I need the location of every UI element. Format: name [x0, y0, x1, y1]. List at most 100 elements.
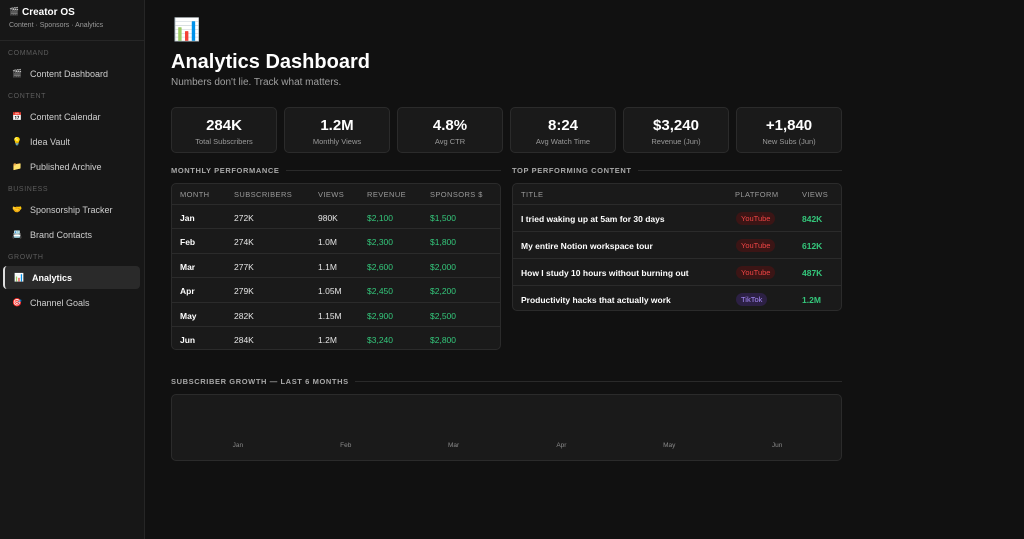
app-name: Creator OS — [21, 7, 75, 18]
content-title: My entire Notion workspace tour — [521, 241, 653, 251]
x-axis-label: Mar — [447, 442, 460, 449]
column-header: PLATFORM — [735, 190, 779, 199]
nav-icon: 💡 — [12, 137, 22, 146]
main: 📊 Analytics Dashboard Numbers don't lie. T… — [145, 0, 1024, 539]
column-header: TITLE — [521, 190, 544, 199]
stat-label: Revenue (Jun) — [651, 137, 701, 146]
nav-item[interactable]: 📇 Brand Contacts — [3, 223, 140, 246]
platform-badge: YouTube — [736, 212, 776, 225]
cell: 1.1M — [318, 261, 337, 272]
x-axis-label: Jun — [771, 442, 783, 449]
section-heading: SUBSCRIBER GROWTH — LAST 6 MONTHS — [171, 377, 842, 386]
cell: Jan — [180, 213, 195, 223]
table-row: How I study 10 hours without burning out… — [513, 258, 841, 285]
sidebar: 🎬 Creator OS Content · Sponsors · Analytic… — [0, 0, 145, 539]
nav-label: Idea Vault — [29, 136, 70, 147]
cell: Jun — [180, 335, 196, 345]
nav-item[interactable]: 🎬 Content Dashboard — [3, 62, 140, 85]
cell: 1.15M — [318, 310, 342, 321]
section-title: MONTHLY PERFORMANCE — [171, 166, 280, 175]
cell: $2,000 — [430, 261, 456, 272]
cell: 274K — [234, 237, 254, 248]
stat-card: +1,840 New Subs (Jun) — [736, 107, 842, 153]
stat-card: 4.8% Avg CTR — [397, 107, 503, 153]
nav-item[interactable]: 📅 Content Calendar — [3, 105, 140, 128]
nav-item[interactable]: 📁 Published Archive — [3, 155, 140, 178]
table-row: Jun 284K 1.2M $3,240 $2,800 — [172, 326, 500, 349]
nav-icon: 📅 — [12, 112, 22, 121]
nav-icon: 📊 — [14, 273, 24, 282]
table-row: May 282K 1.15M $2,900 $2,500 — [172, 301, 500, 326]
stat-card: 1.2M Monthly Views — [284, 107, 390, 153]
cell: Apr — [180, 286, 195, 297]
nav-label: Brand Contacts — [29, 229, 93, 240]
stat-value: 8:24 — [547, 117, 579, 134]
cell: $2,500 — [430, 310, 456, 321]
cell: $2,100 — [367, 213, 393, 223]
nav-item[interactable]: 🎯 Channel Goals — [3, 291, 140, 314]
cell: 284K — [234, 335, 254, 345]
stat-card: 284K Total Subscribers — [171, 107, 277, 153]
growth-chart: Jan Feb Mar Apr May Jun — [171, 394, 842, 461]
cell: Feb — [180, 237, 196, 248]
section-heading: TOP PERFORMING CONTENT — [512, 166, 842, 175]
column-header: MONTH — [180, 190, 210, 199]
nav-item[interactable]: 🤝 Sponsorship Tracker — [3, 198, 140, 221]
nav-item[interactable]: 💡 Idea Vault — [3, 130, 140, 153]
cell: $2,300 — [367, 237, 393, 248]
column-header: SPONSORS $ — [430, 190, 483, 199]
cell: $2,600 — [367, 261, 393, 272]
table-row: Feb 274K 1.0M $2,300 $1,800 — [172, 228, 500, 252]
x-axis-label: Apr — [556, 442, 567, 449]
app-subtitle: Content · Sponsors · Analytics — [9, 22, 104, 29]
app-title: 🎬 Creator OS — [9, 7, 75, 18]
top-table: TITLE PLATFORM VIEWS I tried waking up at 5… — [512, 183, 842, 311]
x-axis-label: Feb — [340, 442, 352, 449]
nav-icon: 🎬 — [12, 69, 22, 78]
nav-label: Published Archive — [29, 161, 102, 172]
stat-label: Avg Watch Time — [535, 137, 591, 146]
cell: $1,500 — [430, 213, 456, 223]
cell: 279K — [234, 286, 254, 297]
page-subtitle: Numbers don't lie. Track what matters. — [171, 77, 342, 88]
platform-badge: YouTube — [736, 266, 776, 279]
platform-badge: TikTok — [736, 293, 768, 306]
nav-icon: 📇 — [12, 230, 22, 239]
section-title: TOP PERFORMING CONTENT — [512, 166, 632, 175]
section-label: CONTENT — [8, 93, 47, 100]
rule — [354, 381, 842, 382]
nav-label: Content Dashboard — [29, 68, 109, 79]
section-label: BUSINESS — [8, 186, 49, 193]
column-header: REVENUE — [367, 190, 407, 199]
content-title: How I study 10 hours without burning out — [521, 268, 689, 278]
nav-label: Content Calendar — [29, 111, 101, 122]
column-header: SUBSCRIBERS — [234, 190, 293, 199]
cell: 1.2M — [318, 335, 337, 345]
stat-value: $3,240 — [653, 117, 699, 134]
header-icon: 📊 — [173, 17, 201, 42]
table-row: Mar 277K 1.1M $2,600 $2,000 — [172, 252, 500, 277]
cell: 1.05M — [318, 286, 342, 297]
table-row: Productivity hacks that actually work Tik… — [513, 285, 841, 310]
stat-value: 1.2M — [320, 117, 354, 134]
x-axis-label: Jan — [232, 442, 244, 449]
cell: Mar — [180, 261, 196, 272]
cell: $3,240 — [367, 335, 393, 345]
stat-value: 4.8% — [432, 117, 468, 134]
table-row: I tried waking up at 5am for 30 days YouT… — [513, 204, 841, 231]
cell: 282K — [234, 310, 254, 321]
cell: $2,900 — [367, 310, 393, 321]
app-icon: 🎬 — [9, 7, 19, 16]
stat-label: New Subs (Jun) — [762, 137, 816, 146]
stat-card: 8:24 Avg Watch Time — [510, 107, 616, 153]
nav-icon: 🎯 — [12, 298, 22, 307]
nav-item[interactable]: 📊 Analytics — [3, 266, 140, 289]
nav-label: Channel Goals — [29, 297, 90, 308]
stat-value: 284K — [206, 117, 242, 134]
content-views: 487K — [802, 268, 823, 278]
table-row: Apr 279K 1.05M $2,450 $2,200 — [172, 277, 500, 301]
rule — [637, 170, 842, 171]
cell: $2,200 — [430, 286, 456, 297]
column-header: VIEWS — [802, 190, 829, 199]
